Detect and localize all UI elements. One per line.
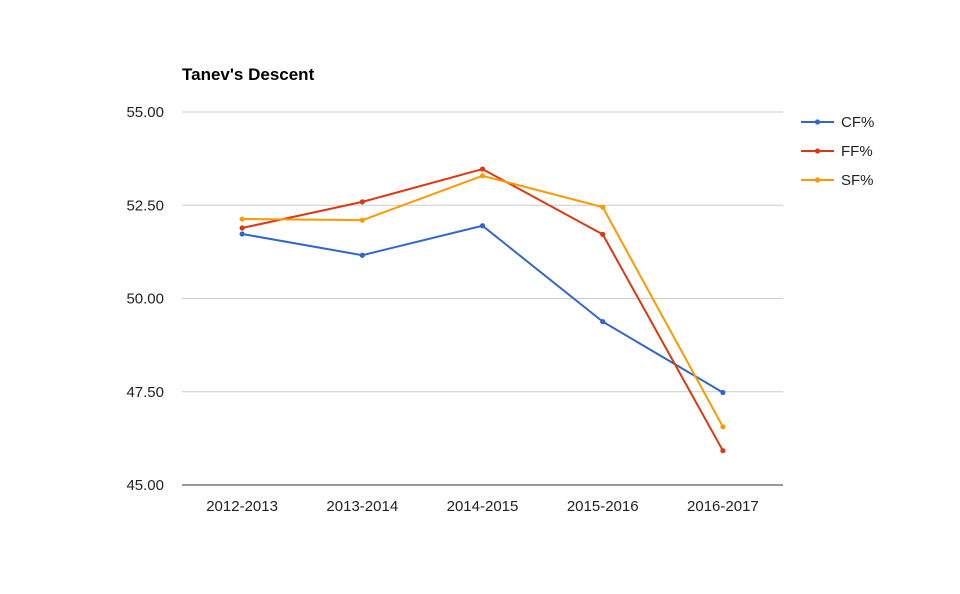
gridlines — [182, 111, 783, 486]
legend-marker — [814, 148, 821, 154]
data-point — [600, 204, 606, 210]
data-point — [720, 424, 726, 430]
legend-label: SF% — [841, 172, 874, 189]
legend-marker — [814, 119, 821, 125]
legend: CF% FF% SF% — [801, 114, 874, 189]
y-tick-label: 50.00 — [126, 291, 164, 308]
y-tick-label: 55.00 — [126, 104, 164, 121]
chart-title: Tanev's Descent — [182, 65, 315, 84]
legend-item: FF% — [801, 143, 873, 160]
legend-label: FF% — [841, 143, 873, 160]
legend-item: SF% — [801, 172, 874, 189]
series-2 — [239, 173, 726, 430]
x-tick-label: 2015-2016 — [567, 498, 639, 515]
x-axis-tick-labels: 2012-2013 2013-2014 2014-2015 2015-2016 2016… — [206, 498, 759, 515]
series-0 — [239, 223, 726, 396]
data-point — [720, 389, 726, 396]
y-tick-label: 45.00 — [126, 477, 164, 494]
data-point — [239, 216, 245, 222]
x-tick-label: 2012-2013 — [206, 498, 278, 515]
data-point — [600, 319, 606, 325]
series-lines — [239, 166, 726, 454]
data-point — [479, 173, 486, 179]
data-point — [359, 217, 365, 223]
legend-marker — [814, 177, 821, 183]
data-point — [720, 448, 726, 454]
data-point — [239, 231, 245, 237]
y-tick-label: 52.50 — [126, 197, 164, 214]
series-line — [242, 174, 724, 428]
data-point — [600, 231, 606, 237]
series-line — [241, 168, 724, 452]
data-point — [239, 225, 245, 231]
data-point — [359, 252, 365, 258]
legend-label: CF% — [841, 114, 874, 131]
x-tick-label: 2014-2015 — [447, 498, 519, 515]
x-tick-label: 2016-2017 — [687, 498, 759, 515]
legend-item: CF% — [801, 114, 874, 131]
data-point — [359, 199, 365, 205]
y-axis-tick-labels: 45.00 47.50 50.00 52.50 55.00 — [126, 104, 164, 494]
data-point — [479, 166, 486, 172]
data-point — [479, 223, 486, 229]
series-1 — [239, 166, 726, 454]
series-line — [241, 224, 724, 394]
x-tick-label: 2013-2014 — [326, 498, 398, 515]
y-tick-label: 47.50 — [126, 384, 164, 401]
